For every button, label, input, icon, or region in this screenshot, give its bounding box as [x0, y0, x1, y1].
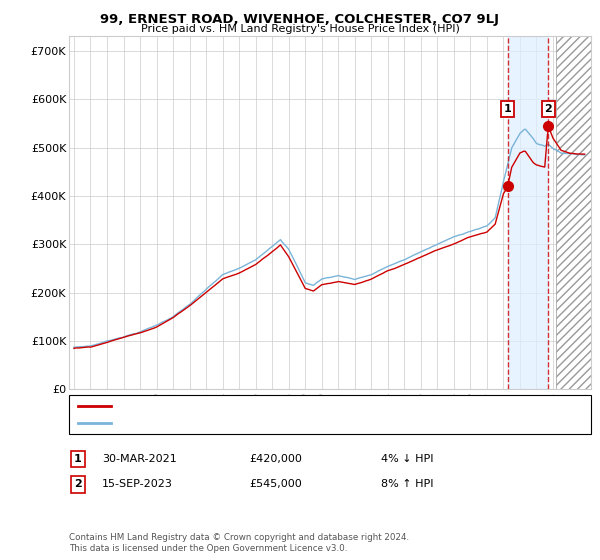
- Text: £420,000: £420,000: [249, 454, 302, 464]
- Text: Contains HM Land Registry data © Crown copyright and database right 2024.
This d: Contains HM Land Registry data © Crown c…: [69, 533, 409, 553]
- Text: 2: 2: [74, 479, 82, 489]
- Text: 4% ↓ HPI: 4% ↓ HPI: [381, 454, 433, 464]
- Text: Price paid vs. HM Land Registry's House Price Index (HPI): Price paid vs. HM Land Registry's House …: [140, 24, 460, 34]
- Text: 99, ERNEST ROAD, WIVENHOE, COLCHESTER, CO7 9LJ (detached house): 99, ERNEST ROAD, WIVENHOE, COLCHESTER, C…: [118, 401, 472, 411]
- Text: 1: 1: [74, 454, 82, 464]
- Text: 30-MAR-2021: 30-MAR-2021: [102, 454, 177, 464]
- Text: 1: 1: [504, 104, 511, 114]
- Text: £545,000: £545,000: [249, 479, 302, 489]
- Text: 2: 2: [544, 104, 552, 114]
- Text: 8% ↑ HPI: 8% ↑ HPI: [381, 479, 433, 489]
- Bar: [556, 36, 591, 389]
- Text: 15-SEP-2023: 15-SEP-2023: [102, 479, 173, 489]
- Text: 99, ERNEST ROAD, WIVENHOE, COLCHESTER, CO7 9LJ: 99, ERNEST ROAD, WIVENHOE, COLCHESTER, C…: [101, 13, 499, 26]
- Bar: [508, 36, 548, 389]
- Text: HPI: Average price, detached house, Colchester: HPI: Average price, detached house, Colc…: [118, 418, 351, 428]
